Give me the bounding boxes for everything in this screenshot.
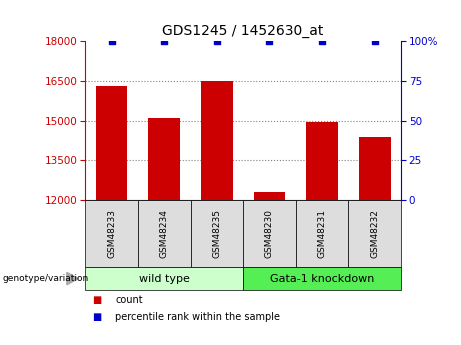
Point (266, 39, 273, 44)
Text: count: count (115, 295, 143, 305)
Text: wild type: wild type (139, 274, 189, 284)
Text: GSM48230: GSM48230 (265, 209, 274, 258)
Point (160, 39, 168, 44)
Bar (254, 192, 285, 200)
Point (319, 39, 326, 44)
Bar (306, 122, 338, 200)
Text: Gata-1 knockdown: Gata-1 knockdown (270, 274, 374, 284)
Point (371, 39, 378, 44)
Text: percentile rank within the sample: percentile rank within the sample (115, 313, 280, 322)
Text: GSM48235: GSM48235 (213, 209, 221, 258)
Title: GDS1245 / 1452630_at: GDS1245 / 1452630_at (162, 23, 324, 38)
Bar (96, 86, 127, 200)
Bar (201, 81, 233, 200)
Text: ■: ■ (92, 313, 101, 322)
Point (213, 39, 220, 44)
Bar (359, 137, 390, 200)
Text: GSM48231: GSM48231 (318, 209, 327, 258)
Text: ■: ■ (92, 295, 101, 305)
Point (108, 39, 115, 44)
Text: GSM48234: GSM48234 (160, 209, 169, 258)
Bar (148, 118, 180, 200)
Text: genotype/variation: genotype/variation (2, 274, 89, 283)
Text: GSM48233: GSM48233 (107, 209, 116, 258)
Text: GSM48232: GSM48232 (370, 209, 379, 258)
